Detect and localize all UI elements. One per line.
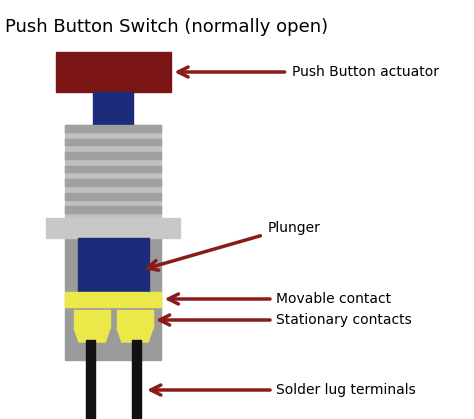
Bar: [65, 193, 161, 199]
Bar: [65, 292, 161, 307]
Bar: [65, 235, 161, 360]
Bar: [65, 166, 161, 173]
Bar: [92, 92, 134, 125]
Polygon shape: [74, 328, 110, 342]
Bar: [78, 238, 149, 292]
Bar: [65, 207, 161, 213]
Text: Push Button actuator: Push Button actuator: [292, 65, 439, 79]
Bar: [65, 125, 161, 132]
Polygon shape: [117, 328, 153, 342]
Bar: [65, 139, 161, 145]
Bar: [74, 310, 110, 328]
Bar: [117, 310, 153, 328]
Bar: [132, 340, 141, 419]
Text: Push Button Switch (normally open): Push Button Switch (normally open): [5, 18, 328, 36]
Bar: [46, 218, 180, 238]
Bar: [65, 152, 161, 159]
Bar: [65, 125, 161, 220]
Text: Movable contact: Movable contact: [276, 292, 391, 306]
Bar: [86, 340, 95, 419]
Text: Stationary contacts: Stationary contacts: [276, 313, 411, 327]
Bar: [55, 52, 171, 92]
Text: Solder lug terminals: Solder lug terminals: [276, 383, 416, 397]
Bar: [65, 179, 161, 186]
Text: Plunger: Plunger: [268, 221, 321, 235]
